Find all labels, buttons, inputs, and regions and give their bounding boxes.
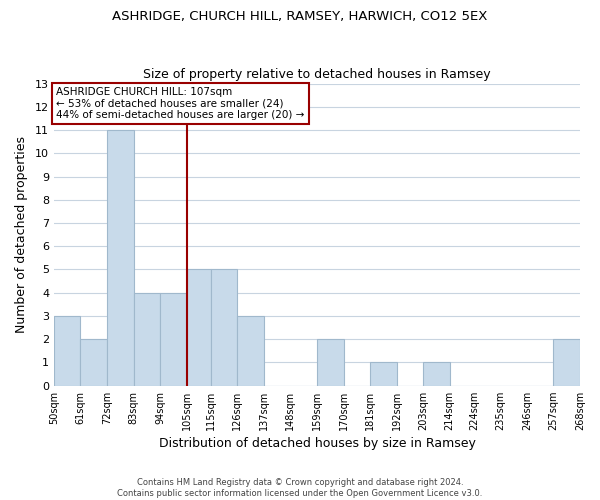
X-axis label: Distribution of detached houses by size in Ramsey: Distribution of detached houses by size … bbox=[158, 437, 475, 450]
Bar bbox=[107, 130, 134, 386]
Title: Size of property relative to detached houses in Ramsey: Size of property relative to detached ho… bbox=[143, 68, 491, 81]
Bar bbox=[317, 339, 344, 386]
Bar bbox=[134, 292, 160, 386]
Text: ASHRIDGE CHURCH HILL: 107sqm
← 53% of detached houses are smaller (24)
44% of se: ASHRIDGE CHURCH HILL: 107sqm ← 53% of de… bbox=[56, 87, 305, 120]
Bar bbox=[187, 270, 211, 386]
Bar bbox=[54, 316, 80, 386]
Bar bbox=[553, 339, 580, 386]
Text: Contains HM Land Registry data © Crown copyright and database right 2024.
Contai: Contains HM Land Registry data © Crown c… bbox=[118, 478, 482, 498]
Bar bbox=[80, 339, 107, 386]
Text: ASHRIDGE, CHURCH HILL, RAMSEY, HARWICH, CO12 5EX: ASHRIDGE, CHURCH HILL, RAMSEY, HARWICH, … bbox=[112, 10, 488, 23]
Bar bbox=[370, 362, 397, 386]
Bar bbox=[160, 292, 187, 386]
Bar bbox=[423, 362, 449, 386]
Y-axis label: Number of detached properties: Number of detached properties bbox=[15, 136, 28, 333]
Bar bbox=[238, 316, 264, 386]
Bar bbox=[211, 270, 238, 386]
